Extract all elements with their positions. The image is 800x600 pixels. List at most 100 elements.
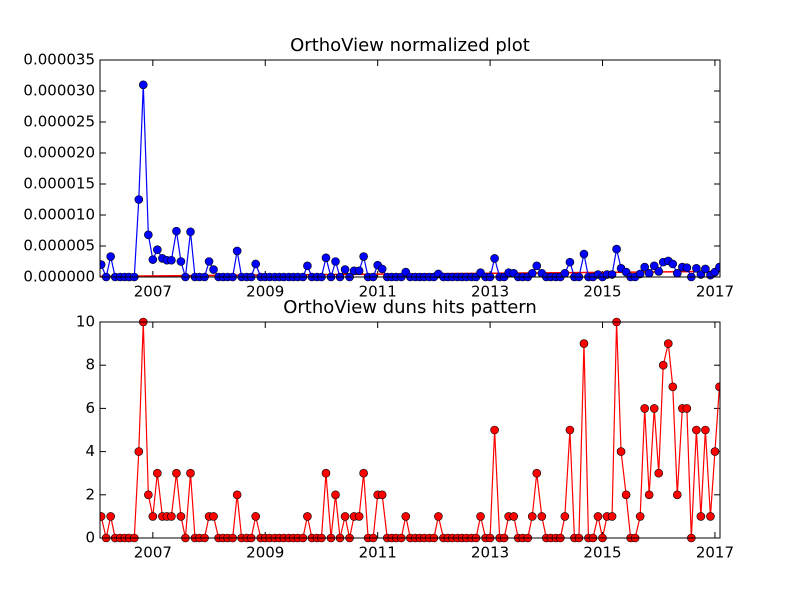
data-point: [377, 264, 387, 274]
data-point: [167, 255, 176, 265]
data-point: [186, 468, 195, 478]
data-point: [710, 447, 720, 456]
data-point: [607, 512, 617, 521]
data-point: [172, 468, 181, 478]
data-point: [176, 257, 186, 266]
data-point: [644, 490, 654, 500]
data-point: [251, 259, 261, 269]
data-point: [100, 512, 106, 521]
data-point: [138, 80, 148, 90]
y-tick-label: 0.000025: [23, 113, 95, 131]
data-point: [560, 268, 570, 278]
data-point: [186, 227, 195, 237]
data-point: [692, 264, 701, 273]
x-tick-label: 2015: [583, 283, 621, 301]
data-point: [532, 261, 542, 271]
data-point: [377, 490, 387, 500]
data-point: [434, 512, 443, 521]
data-point: [340, 512, 350, 521]
x-tick-label: 2013: [471, 283, 509, 301]
axes-frame: [99, 321, 721, 539]
data-point: [692, 425, 701, 435]
data-point: [654, 468, 664, 478]
data-point: [635, 269, 645, 279]
data-point: [565, 425, 575, 435]
data-point: [527, 268, 537, 278]
x-tick-label: 2017: [696, 283, 734, 301]
y-tick-label: 0.000030: [23, 82, 95, 100]
y-tick-label: 6: [85, 399, 95, 417]
data-point: [303, 512, 312, 521]
data-point: [331, 257, 340, 266]
data-point: [303, 261, 312, 271]
data-point: [658, 360, 668, 370]
data-point: [640, 262, 649, 272]
data-point: [635, 512, 645, 521]
y-tick-label: 0: [85, 529, 95, 547]
data-point: [663, 339, 673, 348]
x-tick-label: 2007: [134, 544, 172, 562]
plot-area: [100, 80, 720, 282]
data-point: [706, 512, 715, 521]
data-point: [204, 257, 214, 266]
data-point: [612, 244, 621, 254]
y-tick-label: 0.000005: [23, 237, 95, 255]
data-point: [153, 468, 162, 478]
x-tick-label: 2015: [583, 544, 621, 562]
data-point: [134, 447, 144, 456]
data-point: [106, 252, 115, 261]
data-point: [359, 468, 368, 478]
data-point: [668, 382, 678, 392]
data-point: [672, 490, 682, 500]
axes-frame: [99, 59, 721, 278]
data-point: [701, 264, 710, 274]
data-point: [232, 490, 242, 500]
x-tick-label: 2011: [359, 544, 397, 562]
data-point: [401, 512, 411, 521]
data-point: [649, 404, 659, 413]
data-point: [354, 266, 364, 276]
chart-title: OrthoView duns hits pattern: [283, 297, 537, 318]
y-tick-label: 0.000035: [23, 51, 95, 69]
y-tick-label: 0.000000: [23, 268, 95, 286]
y-tick-label: 0.000010: [23, 206, 95, 224]
x-tick-label: 2007: [134, 283, 172, 301]
data-point: [144, 490, 153, 500]
y-tick-label: 8: [85, 356, 95, 374]
data-point: [649, 261, 659, 271]
x-tick-label: 2011: [359, 283, 397, 301]
x-tick-label: 2013: [471, 544, 509, 562]
y-tick-label: 10: [76, 313, 95, 331]
data-point: [354, 512, 364, 521]
data-point: [209, 512, 218, 521]
data-point: [100, 260, 106, 269]
data-point: [701, 425, 710, 435]
data-point: [148, 512, 158, 521]
data-point: [476, 512, 485, 521]
data-point: [715, 382, 720, 392]
data-point: [696, 512, 706, 521]
chart-title: OrthoView normalized plot: [290, 35, 530, 56]
data-point: [209, 265, 218, 274]
data-point: [644, 268, 654, 278]
y-tick-label: 0.000020: [23, 144, 95, 162]
data-point: [153, 245, 162, 255]
x-tick-label: 2009: [246, 283, 284, 301]
data-point: [321, 253, 331, 263]
data-point: [490, 254, 499, 263]
data-point: [340, 265, 350, 274]
x-tick-label: 2009: [246, 544, 284, 562]
y-tick-label: 0.000015: [23, 175, 95, 193]
data-point: [682, 404, 692, 413]
data-point: [579, 339, 589, 348]
data-point: [321, 468, 331, 478]
data-point: [682, 263, 692, 273]
data-point: [148, 255, 158, 264]
data-point: [134, 195, 144, 204]
x-tick-label: 2017: [696, 544, 734, 562]
data-point: [176, 512, 186, 521]
data-point: [359, 252, 368, 261]
data-point: [579, 249, 589, 259]
